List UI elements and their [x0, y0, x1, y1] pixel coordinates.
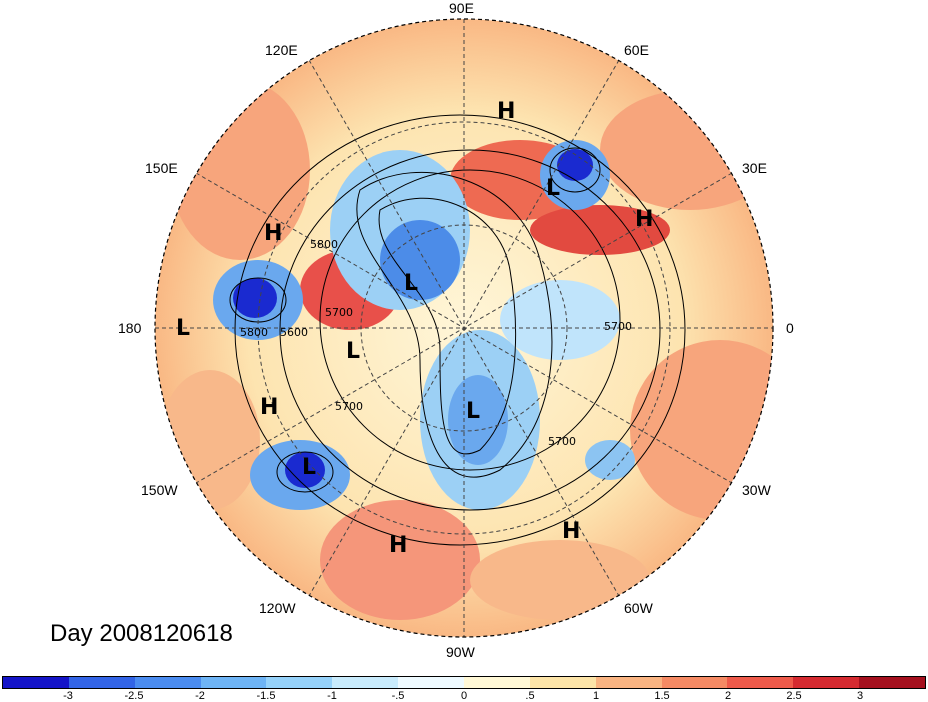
- high-pressure-marker: H: [562, 519, 580, 544]
- colorbar-swatch: [332, 677, 399, 688]
- lon-label-30e: 30E: [742, 160, 767, 176]
- low-pressure-marker: L: [404, 271, 418, 296]
- cold-anomaly: [585, 440, 635, 480]
- high-pressure-marker: H: [635, 207, 653, 232]
- lon-label-30w: 30W: [742, 482, 771, 498]
- colorbar-tick-label: 0: [460, 690, 468, 702]
- day-label: Day 2008120618: [50, 620, 233, 647]
- low-pressure-marker: L: [546, 176, 560, 201]
- low-pressure-marker: L: [466, 399, 480, 424]
- high-pressure-marker: H: [389, 533, 407, 558]
- lon-label-90e: 90E: [449, 0, 474, 16]
- cold-anomaly: [557, 149, 593, 181]
- colorbar-tick-label: -2: [195, 690, 205, 702]
- colorbar-swatch: [793, 677, 860, 688]
- colorbar-tick-label: -.5: [391, 690, 405, 702]
- colorbar-swatch: [464, 677, 530, 688]
- high-pressure-marker: H: [264, 221, 282, 246]
- colorbar-tick-label: -2.5: [124, 690, 144, 702]
- lon-label-120w: 120W: [259, 600, 296, 616]
- colorbar-swatch: [859, 677, 926, 688]
- colorbar-swatch: [398, 677, 465, 688]
- colorbar-swatch: [529, 677, 596, 688]
- colorbar-tick-label: 1.5: [654, 690, 670, 702]
- colorbar-swatch: [727, 677, 794, 688]
- low-pressure-marker: L: [176, 316, 190, 341]
- colorbar-tick-label: 3: [856, 690, 864, 702]
- colorbar-swatch: [200, 677, 267, 688]
- cold-anomaly: [285, 452, 325, 488]
- warm-anomaly: [170, 80, 310, 260]
- cold-anomaly: [500, 280, 620, 360]
- lon-label-150e: 150E: [145, 160, 178, 176]
- lon-label-60w: 60W: [624, 600, 653, 616]
- contour-label: 5700: [335, 400, 363, 413]
- lon-label-180: 180: [118, 320, 142, 336]
- map-border: [154, 18, 774, 638]
- warm-anomaly: [470, 540, 650, 620]
- colorbar-swatch: [3, 677, 69, 688]
- colorbar-tick-label: .5: [525, 690, 535, 702]
- contour-label: 5700: [325, 306, 353, 319]
- height-contours: [229, 114, 686, 546]
- warm-anomaly: [530, 205, 670, 255]
- low-pressure-marker: L: [302, 455, 316, 480]
- low-pressure-marker: L: [346, 339, 360, 364]
- contour-label: 5800: [240, 326, 268, 339]
- lon-label-90w: 90W: [446, 644, 475, 660]
- colorbar-tick-label: -1.5: [256, 690, 276, 702]
- warm-anomaly: [630, 340, 773, 520]
- colorbar-tick-label: 2.5: [786, 690, 802, 702]
- colorbar-tick-label: 1: [592, 690, 600, 702]
- contour-label: 5600: [280, 326, 308, 339]
- graticule: [155, 19, 773, 637]
- lon-label-120e: 120E: [265, 42, 298, 58]
- colorbar-swatch: [661, 677, 728, 688]
- colorbar-tick-label: 2: [724, 690, 732, 702]
- cold-anomaly: [233, 278, 277, 318]
- cold-anomaly: [448, 375, 508, 465]
- contour-label: 5700: [604, 320, 632, 333]
- warm-anomaly: [600, 90, 773, 210]
- colorbar-tick-label: -1: [327, 690, 337, 702]
- contour-label: 5800: [310, 238, 338, 251]
- high-pressure-marker: H: [497, 99, 515, 124]
- colorbar-swatch: [266, 677, 333, 688]
- colorbar: [2, 676, 926, 689]
- lon-label-60e: 60E: [624, 42, 649, 58]
- cold-anomaly: [380, 220, 460, 300]
- colorbar-swatch: [134, 677, 201, 688]
- colorbar-tick-label: -3: [63, 690, 73, 702]
- warm-anomaly: [320, 500, 480, 620]
- high-pressure-marker: H: [260, 395, 278, 420]
- lon-label-0: 0: [786, 320, 794, 336]
- colorbar-swatch: [68, 677, 135, 688]
- contour-label: 5700: [548, 435, 576, 448]
- colorbar-swatch: [595, 677, 662, 688]
- lon-label-150w: 150W: [141, 482, 178, 498]
